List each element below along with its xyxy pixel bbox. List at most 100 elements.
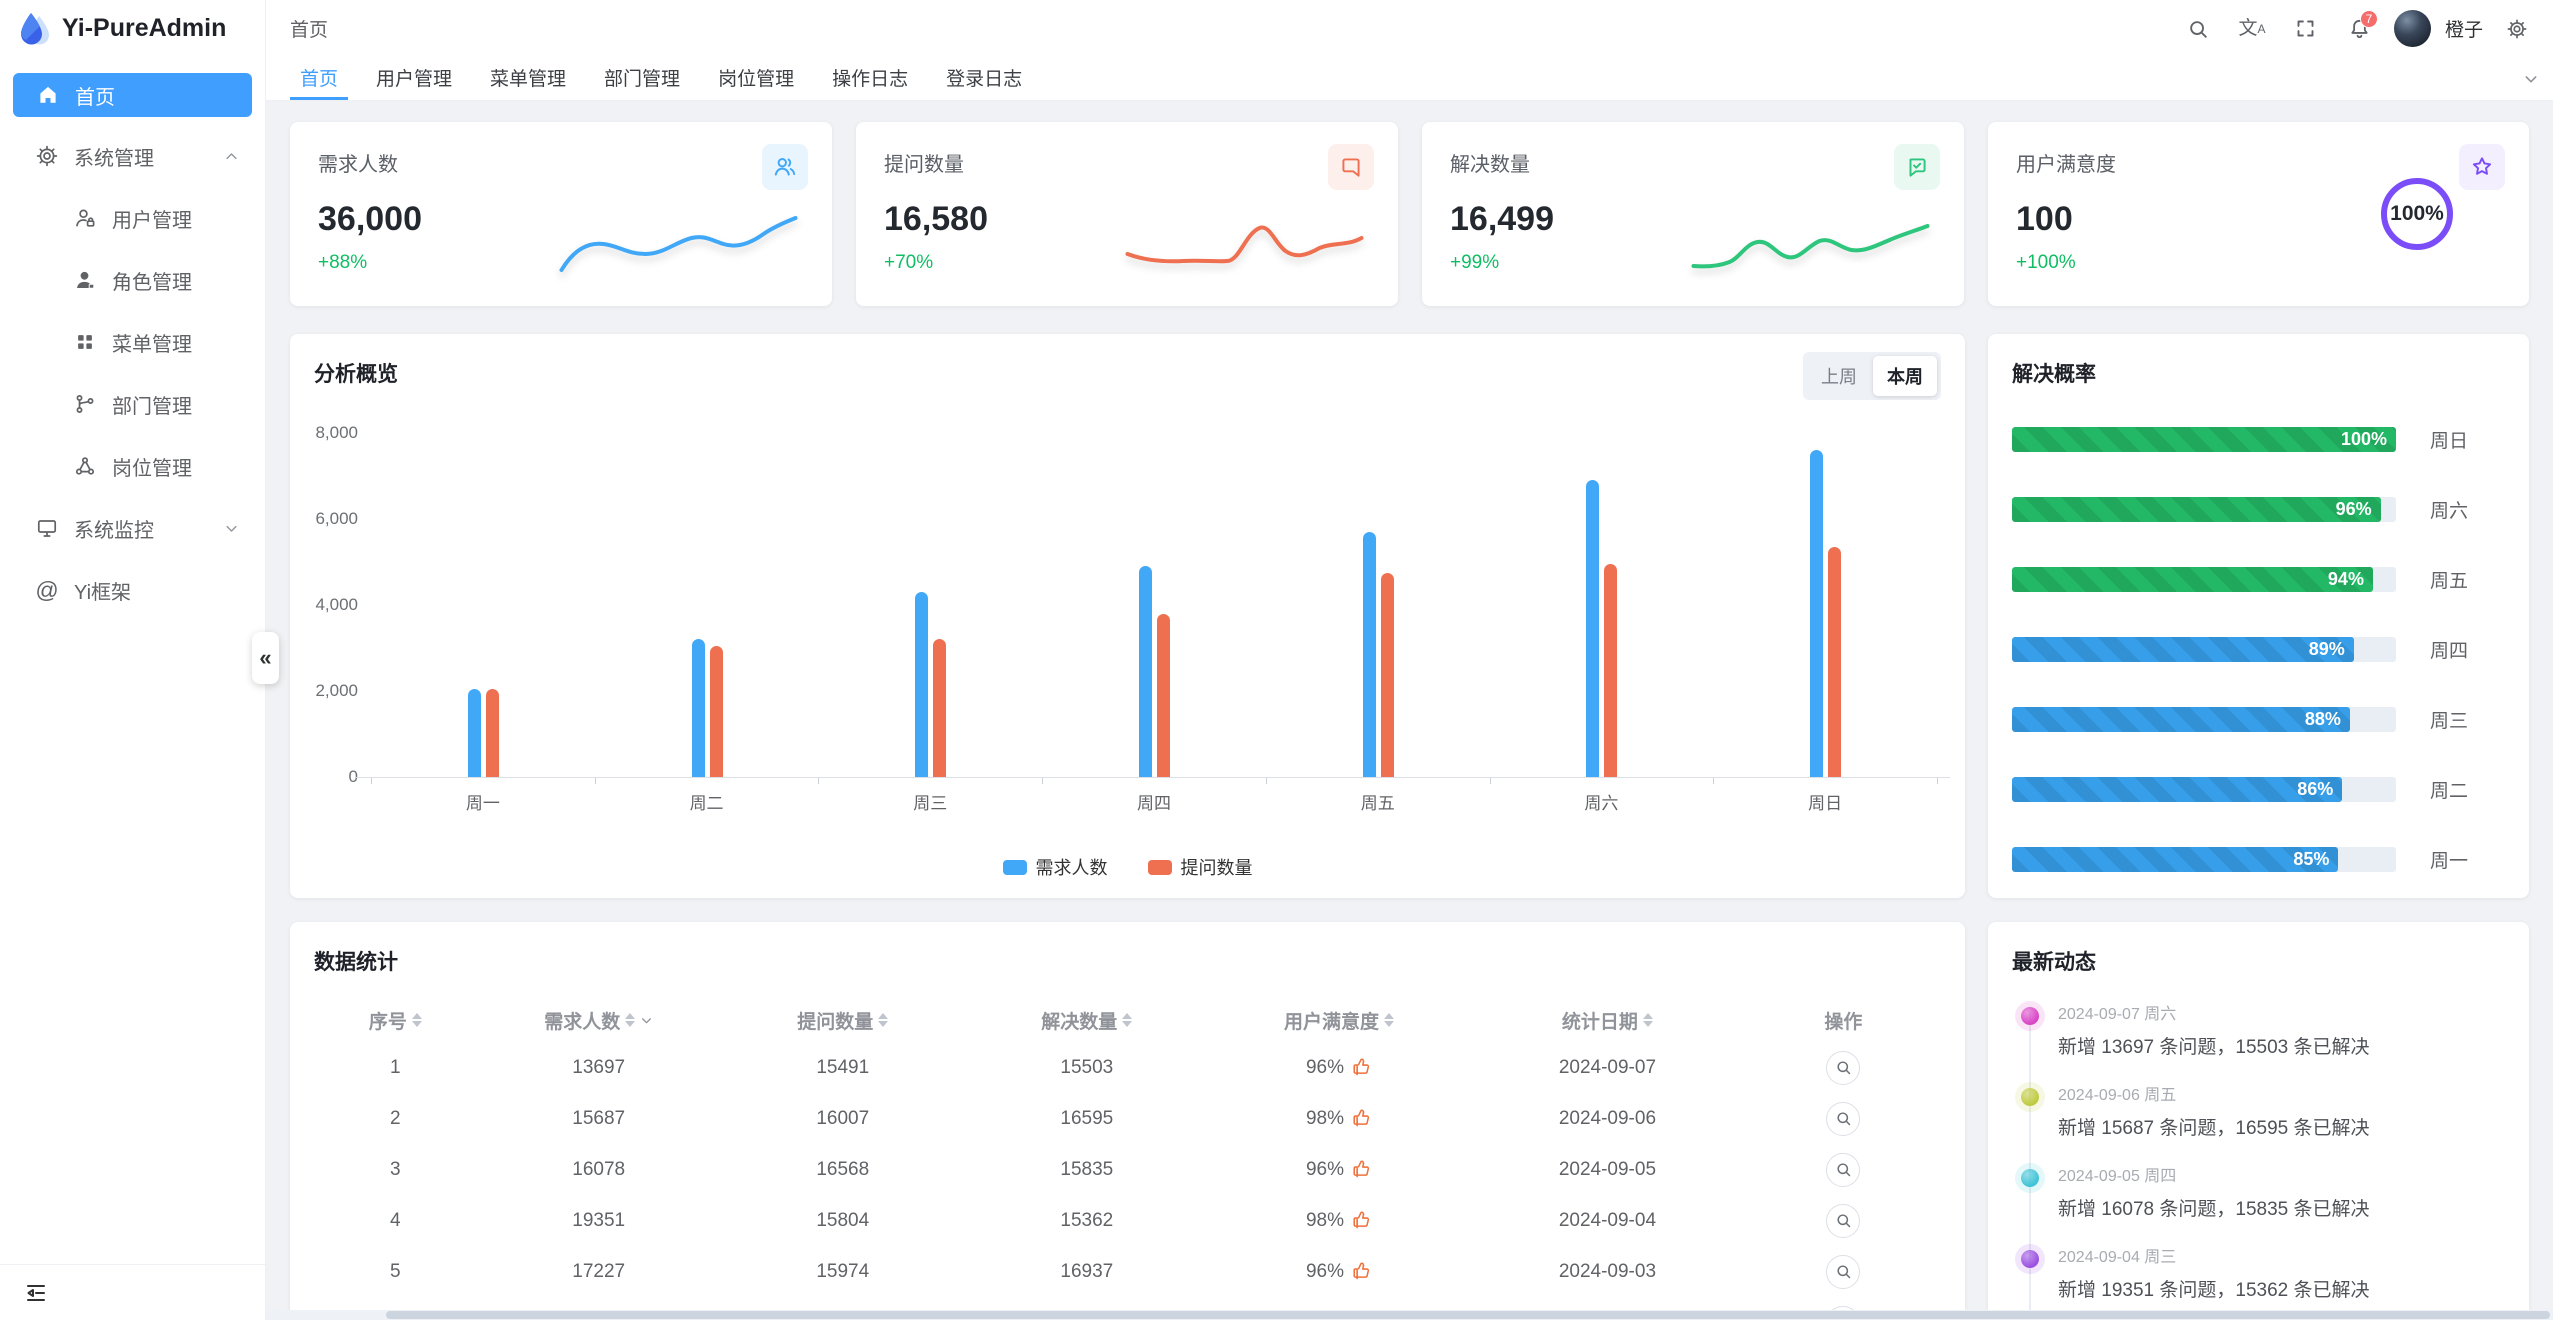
table-header-2[interactable]: 提问数量: [721, 1007, 965, 1034]
table-header-5[interactable]: 统计日期: [1469, 1007, 1746, 1034]
timeline-date: 2024-09-04 周三: [2058, 1249, 2177, 1266]
satisfaction-cell: 98%: [1209, 1210, 1469, 1232]
bar-提问数量-周三: [933, 639, 947, 777]
bar-提问数量-周二: [709, 645, 723, 777]
toggle-1[interactable]: 本周: [1873, 356, 1937, 396]
sidebar-item-4[interactable]: 菜单管理: [0, 311, 265, 373]
horizontal-scrollbar-thumb[interactable]: [386, 1311, 2550, 1319]
table-cell: 16568: [816, 1158, 870, 1180]
table-row-0: 1 13697 15491 15503 96% 2024-09-07: [314, 1042, 1941, 1093]
sort-carets-icon[interactable]: [625, 1013, 636, 1027]
stat-label: 用户满意度: [2016, 154, 2116, 176]
sidebar-item-5[interactable]: 部门管理: [0, 373, 265, 435]
table-cell: 16007: [816, 1107, 870, 1129]
column-label: 用户满意度: [1283, 1011, 1379, 1033]
avatar[interactable]: [2393, 10, 2431, 47]
sort-carets-icon[interactable]: [1122, 1013, 1133, 1027]
view-magnifier-button[interactable]: [1826, 1101, 1861, 1136]
axis-tick: [1042, 778, 1044, 784]
tab-5[interactable]: 操作日志: [832, 68, 909, 90]
table-cell: 4: [390, 1209, 401, 1231]
sidebar-item-0[interactable]: 首页: [13, 73, 252, 117]
satisfaction-value: 98%: [1305, 1107, 1344, 1129]
sidebar-item-8[interactable]: @ Yi框架: [0, 559, 265, 621]
search-icon[interactable]: [2178, 9, 2218, 49]
timeline-text: 新增 16078 条问题，15835 条已解决: [2058, 1199, 2370, 1220]
sort-carets-icon[interactable]: [411, 1013, 422, 1027]
tab-4[interactable]: 岗位管理: [718, 68, 795, 90]
legend-swatch: [1147, 859, 1172, 875]
chevron-down-icon: [224, 521, 239, 536]
view-magnifier-button[interactable]: [1826, 1203, 1861, 1238]
bar-chart: 0 2,000 4,000 6,000 8,000 周一 周二 周三 周四 周五 周六 周日 需求人数 提…: [314, 414, 1950, 898]
legend-item-0[interactable]: 需求人数: [1002, 854, 1108, 880]
sparkline-orange: [1125, 225, 1364, 264]
timeline-dot: [2021, 1250, 2039, 1268]
table-row-4: 5 17227 15974 16937 96% 2024-09-03: [314, 1246, 1941, 1297]
table-cell: 13697: [572, 1056, 626, 1078]
timeline-list: 2024-09-07 周六 新增 13697 条问题，15503 条已解决 2024…: [2012, 998, 2505, 1320]
settings-gear-icon[interactable]: [2497, 9, 2537, 49]
stat-card-questions: 提问数量 16,580 +70%: [856, 122, 1398, 306]
timeline-text: 新增 15687 条问题，16595 条已解决: [2058, 1118, 2370, 1139]
table-header-1[interactable]: 需求人数: [477, 1007, 721, 1034]
progress-day-label: 周一: [2430, 850, 2469, 872]
date-cell: 2024-09-06: [1558, 1107, 1657, 1129]
bar-需求人数-周日: [1810, 450, 1824, 777]
tabbar-chevron-down-icon[interactable]: [2523, 57, 2539, 100]
table-header-0[interactable]: 序号: [314, 1007, 477, 1034]
sidebar-item-2[interactable]: 用户管理: [0, 187, 265, 249]
probability-title: 解决概率: [2012, 363, 2096, 386]
chat-icon: [1328, 144, 1374, 190]
tab-1[interactable]: 用户管理: [376, 68, 453, 90]
sidebar-item-3[interactable]: 角色管理: [0, 249, 265, 311]
tab-2[interactable]: 菜单管理: [490, 68, 567, 90]
toggle-0[interactable]: 上周: [1807, 356, 1871, 396]
collapse-sidebar-icon[interactable]: [24, 1281, 48, 1305]
progress-fill: 86%: [2012, 776, 2343, 802]
stat-value: 16,580: [884, 200, 988, 238]
sidebar-item-6[interactable]: 岗位管理: [0, 435, 265, 497]
progress-fill: 85%: [2012, 846, 2339, 872]
filter-chevron-down-icon[interactable]: [640, 1014, 653, 1027]
sort-carets-icon[interactable]: [1383, 1013, 1394, 1027]
progress-value: 85%: [2293, 848, 2330, 869]
column-label: 统计日期: [1561, 1011, 1638, 1033]
x-axis-label: 周六: [1584, 794, 1619, 813]
progress-track: 94%: [2012, 566, 2396, 592]
progress-track: 86%: [2012, 776, 2396, 802]
view-magnifier-button[interactable]: [1826, 1254, 1861, 1289]
notification-bell-icon[interactable]: 7: [2340, 9, 2380, 49]
message-check-icon: [1894, 144, 1940, 190]
view-magnifier-button[interactable]: [1826, 1152, 1861, 1187]
tab-6[interactable]: 登录日志: [946, 68, 1023, 90]
sidebar-item-label: 系统管理: [74, 147, 154, 170]
sidebar-item-1[interactable]: 系统管理: [0, 125, 265, 187]
x-axis-line: [356, 777, 1950, 778]
table-header-6: 操作: [1746, 1007, 1941, 1034]
fullscreen-icon[interactable]: [2286, 9, 2326, 49]
username[interactable]: 橙子: [2444, 20, 2483, 41]
sidebar-item-7[interactable]: 系统监控: [0, 497, 265, 559]
satisfaction-value: 96%: [1305, 1158, 1344, 1180]
table-header-3[interactable]: 解决数量: [965, 1007, 1209, 1034]
sort-carets-icon[interactable]: [1642, 1013, 1653, 1027]
progress-track: 96%: [2012, 496, 2396, 522]
logo-row[interactable]: Yi-PureAdmin: [0, 0, 265, 57]
progress-day-label: 周三: [2430, 710, 2469, 732]
sort-carets-icon[interactable]: [878, 1013, 889, 1027]
view-magnifier-button[interactable]: [1826, 1050, 1861, 1085]
table-header-4[interactable]: 用户满意度: [1209, 1007, 1469, 1034]
stat-value: 100: [2016, 200, 2073, 238]
progress-fill: 89%: [2012, 636, 2354, 662]
sidebar-collapse-rail-button[interactable]: «: [252, 632, 279, 684]
legend-item-1[interactable]: 提问数量: [1147, 854, 1253, 880]
x-axis-label: 周日: [1808, 794, 1843, 813]
bar-提问数量-周五: [1380, 572, 1394, 777]
probability-row-1: 96% 周六: [2012, 474, 2505, 544]
tab-0[interactable]: 首页: [290, 57, 349, 100]
tab-3[interactable]: 部门管理: [604, 68, 681, 90]
timeline-text: 新增 19351 条问题，15362 条已解决: [2058, 1280, 2370, 1301]
